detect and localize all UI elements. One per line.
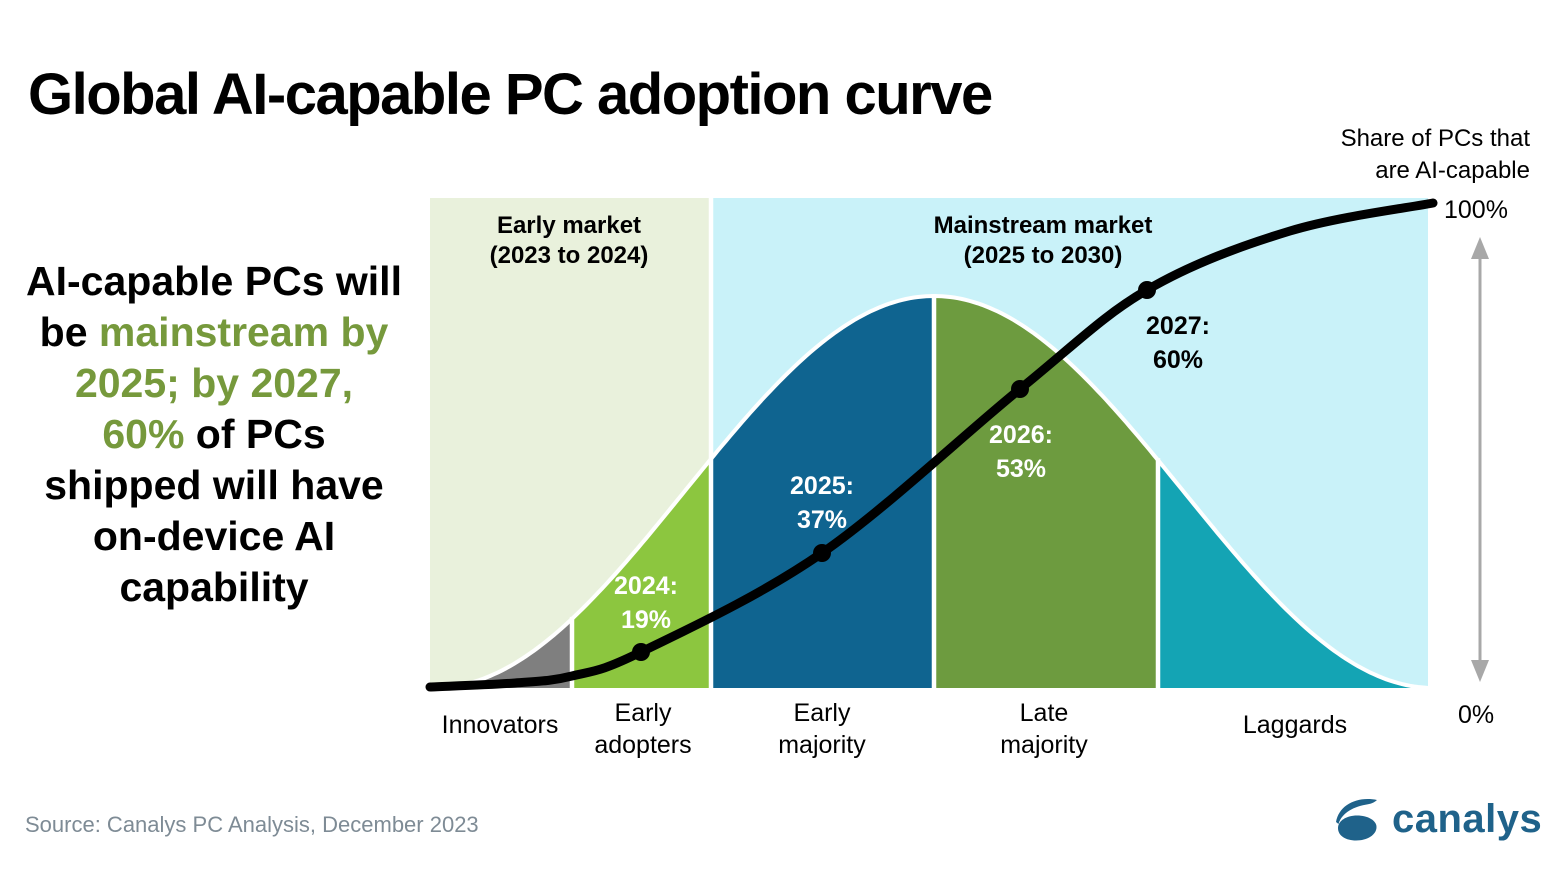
market-range: (2025 to 2030) — [963, 242, 1123, 269]
mainstream-market-label: Mainstream market (2025 to 2030) — [803, 211, 1283, 271]
insight-segment: 2025; by 2027, — [74, 360, 354, 406]
stage-label-laggards: Laggards — [1242, 711, 1348, 739]
page-title: Global AI-capable PC adoption curve — [28, 61, 993, 127]
s-curve-point-2026 — [1011, 380, 1029, 398]
insight-line: be mainstream by — [8, 307, 420, 358]
s-curve-point-2027 — [1138, 281, 1156, 299]
insight-segment: capability — [119, 564, 309, 610]
insight-line: on-device AI — [8, 511, 420, 562]
annotation-value: 53% — [995, 455, 1047, 483]
arrow-down-icon — [1471, 660, 1489, 682]
canalys-logo: canalys — [1331, 795, 1542, 843]
insight-line: 2025; by 2027, — [8, 358, 420, 409]
insight-segment: 60% — [102, 411, 196, 457]
early-market-label: Early market (2023 to 2024) — [428, 211, 710, 271]
annotation-year: 2024: — [614, 572, 678, 600]
insight-segment: shipped will have — [44, 462, 384, 508]
y-axis-title: Share of PCs that are AI-capable — [1340, 125, 1530, 184]
insight-line: shipped will have — [8, 460, 420, 511]
annotation-year: 2027: — [1146, 312, 1210, 340]
stage-label-late-majority: Late majority — [1000, 699, 1088, 759]
annotation-2026: 2026: 53% — [950, 418, 1092, 486]
annotation-value: 37% — [796, 506, 848, 534]
arrow-up-icon — [1471, 237, 1489, 259]
stage-label-innovators: Innovators — [441, 711, 559, 739]
insight-line: AI-capable PCs will — [8, 256, 420, 307]
bell-segment-late-majority — [936, 296, 1156, 688]
bell-segment-innovators — [430, 620, 570, 688]
insight-segment: be — [39, 309, 99, 355]
annotation-year: 2026: — [989, 421, 1053, 449]
insight-text: AI-capable PCs will be mainstream by 202… — [8, 256, 420, 613]
annotation-value: 19% — [620, 606, 672, 634]
insight-line: 60% of PCs — [8, 409, 420, 460]
s-curve-point-2025 — [813, 544, 831, 562]
s-curve-point-2024 — [632, 643, 650, 661]
annotation-year: 2025: — [790, 472, 854, 500]
insight-segment: of PCs — [195, 411, 326, 457]
annotation-2027: 2027: 60% — [1107, 309, 1249, 377]
market-name: Early market — [496, 212, 642, 239]
insight-segment: mainstream by — [98, 309, 389, 355]
annotation-value: 60% — [1152, 346, 1204, 374]
market-range: (2023 to 2024) — [489, 242, 649, 269]
canalys-wordmark: canalys — [1392, 797, 1543, 841]
canalys-logo-icon — [1336, 799, 1377, 841]
bell-segment-laggards — [1160, 462, 1428, 688]
annotation-2024: 2024: 19% — [575, 569, 717, 637]
insight-segment: on-device AI — [92, 513, 336, 559]
s-curve — [425, 198, 1438, 692]
source-note: Source: Canalys PC Analysis, December 20… — [25, 812, 479, 837]
y-axis-min-label: 0% — [1458, 701, 1495, 729]
stage-label-early-adopters: Early adopters — [594, 699, 692, 759]
insight-segment: AI-capable PCs will — [26, 258, 402, 304]
annotation-2025: 2025: 37% — [751, 469, 893, 537]
bell-curve-outline — [430, 293, 1429, 690]
market-name: Mainstream market — [933, 212, 1153, 239]
y-axis-max-label: 100% — [1444, 196, 1508, 224]
insight-line: capability — [8, 562, 420, 613]
stage-label-early-majority: Early majority — [778, 699, 866, 759]
